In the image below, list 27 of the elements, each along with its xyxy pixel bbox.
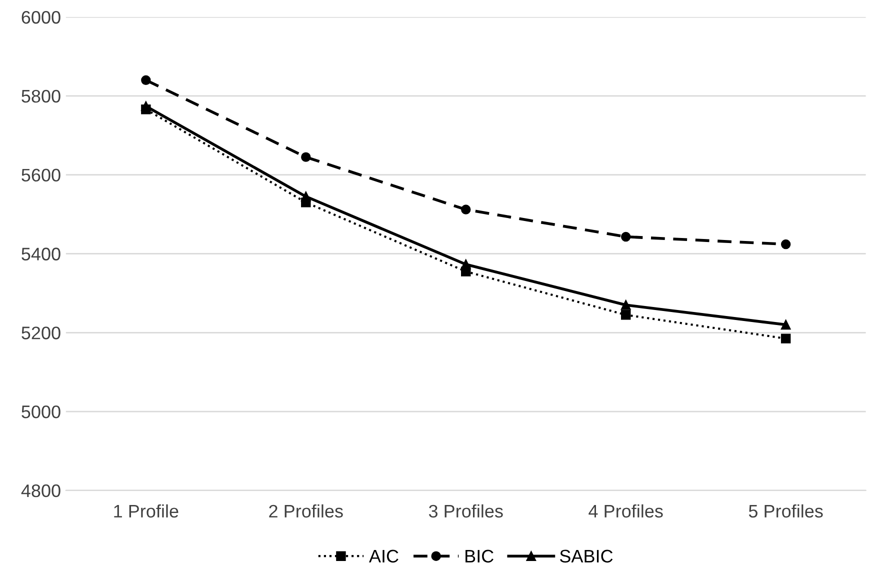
point	[780, 334, 791, 344]
y-tick-label: 6000	[22, 10, 60, 24]
point	[780, 320, 791, 330]
y-tick-label: 4800	[21, 484, 60, 498]
y-tick-label: 5800	[22, 90, 60, 103]
legend-label: SABIC	[560, 550, 613, 563]
y-tick-label: 5200	[22, 326, 60, 340]
legend-label: AIC	[368, 550, 398, 563]
point	[461, 266, 471, 276]
x-tick-label: 5 Profiles	[748, 504, 823, 518]
point	[780, 239, 791, 250]
point	[301, 152, 311, 162]
point	[301, 198, 311, 208]
y-tick-label: 5400	[22, 248, 60, 260]
point	[620, 232, 631, 242]
y-tick-label: 5600	[22, 168, 60, 182]
point	[620, 310, 631, 320]
point	[141, 104, 151, 114]
x-tick-label: 3 Profiles	[428, 504, 503, 518]
x-tick-label: 1 Profile	[114, 504, 178, 518]
x-tick-label: 2 Profiles	[269, 504, 343, 518]
x-tick-label: 4 Profiles	[588, 504, 663, 518]
point	[461, 204, 471, 214]
legend-label: BIC	[466, 550, 494, 563]
point	[620, 300, 631, 310]
point	[141, 75, 151, 85]
y-tick-label: 5000	[22, 405, 60, 418]
